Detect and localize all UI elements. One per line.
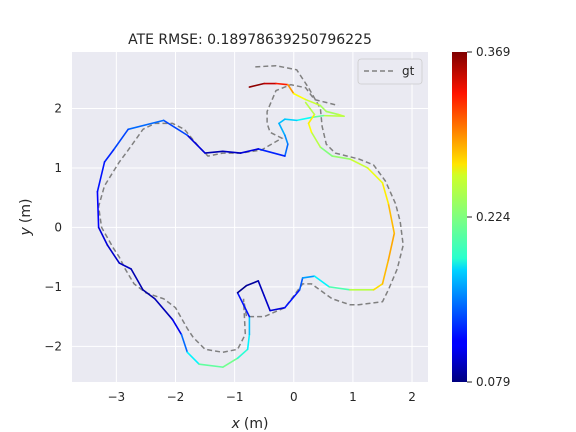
x-tick-label: 0 (290, 390, 298, 404)
y-tick-label: −1 (44, 280, 62, 294)
est-segment (387, 232, 396, 261)
chart-title: ATE RMSE: 0.18978639250796225 (128, 32, 372, 48)
est-segment (162, 119, 189, 137)
est-segment (284, 143, 289, 157)
est-segment (204, 150, 224, 154)
est-segment (198, 363, 224, 368)
colorbar-tick-label: 0.224 (476, 210, 510, 224)
x-tick-label: 1 (349, 390, 357, 404)
y-tick-label: −2 (44, 339, 62, 353)
est-segment (106, 244, 121, 264)
est-segment (171, 318, 183, 336)
est-segment (96, 161, 106, 193)
y-axis-unit: (m) (18, 199, 34, 224)
gt-trajectory-layer (97, 64, 404, 354)
est-segment (292, 92, 307, 101)
est-segment (301, 275, 316, 279)
est-segment (322, 114, 345, 118)
est-segment (221, 357, 239, 368)
est-segment (275, 82, 289, 86)
est-segment (245, 280, 260, 287)
est-segment (304, 98, 322, 107)
est-segment (372, 283, 384, 291)
y-tick-label: 0 (54, 220, 62, 234)
est-segment (269, 306, 286, 312)
colorbar-tick-label: 0.079 (476, 375, 510, 389)
est-segment (313, 275, 331, 288)
est-segment (278, 118, 286, 125)
y-tick-label: 1 (54, 161, 62, 175)
x-tick-labels: −3 −2 −1 0 1 2 (108, 390, 416, 404)
est-segment (130, 268, 144, 291)
x-tick-label: −3 (108, 390, 126, 404)
est-segment (310, 131, 322, 148)
est-segment (307, 122, 313, 134)
x-axis-var: x (231, 416, 241, 432)
est-segment (257, 148, 286, 157)
est-segment (295, 116, 313, 122)
x-tick-label: −2 (167, 390, 185, 404)
est-segment (284, 134, 289, 145)
est-segment (127, 119, 165, 131)
est-segment (349, 158, 369, 169)
gt-line (97, 64, 404, 354)
est-segment (239, 148, 260, 154)
est-segment (387, 202, 396, 235)
est-segment (319, 104, 328, 113)
colorbar-ticks: 0.369 0.224 0.079 (467, 45, 510, 389)
est-segment (97, 226, 109, 247)
est-segment (287, 83, 295, 95)
y-axis-var: y (18, 226, 34, 236)
est-segment (221, 150, 242, 154)
est-segment (381, 182, 390, 205)
y-axis-label: y (m) (18, 199, 34, 237)
est-segment (118, 262, 132, 270)
est-segment (257, 280, 265, 297)
est-segment (381, 259, 390, 285)
est-segment (284, 118, 298, 122)
est-segment (304, 101, 316, 116)
legend-gt-label: gt (402, 64, 415, 78)
est-segment (319, 146, 333, 157)
est-segment (142, 289, 156, 300)
est-segment (298, 277, 304, 291)
x-tick-label: 2 (408, 390, 416, 404)
est-segment (263, 294, 271, 312)
est-segment (103, 149, 115, 163)
y-tick-label: 2 (54, 101, 62, 115)
colorbar-tick-label: 0.369 (476, 45, 510, 59)
est-segment (236, 348, 249, 360)
est-segment (153, 297, 174, 321)
est-segment (284, 289, 301, 309)
y-tick-labels: −2 −1 0 1 2 (44, 101, 62, 353)
estimated-trajectory-layer (96, 82, 396, 368)
legend: gt (357, 58, 423, 85)
x-axis-unit: (m) (244, 416, 269, 432)
x-tick-label: −1 (226, 390, 244, 404)
est-segment (236, 284, 248, 294)
est-segment (186, 134, 206, 154)
est-segment (246, 333, 251, 351)
est-segment (331, 155, 351, 160)
est-segment (366, 167, 384, 184)
colorbar (452, 52, 467, 382)
est-segment (325, 110, 339, 116)
est-segment (186, 351, 200, 365)
est-segment (248, 82, 265, 88)
est-segment (236, 292, 251, 318)
est-segment (278, 122, 286, 137)
est-segment (307, 113, 316, 125)
est-segment (112, 128, 129, 151)
x-axis-label: x (m) (231, 416, 269, 432)
est-segment (96, 190, 100, 229)
est-segment (328, 286, 351, 291)
est-segment (180, 333, 189, 354)
